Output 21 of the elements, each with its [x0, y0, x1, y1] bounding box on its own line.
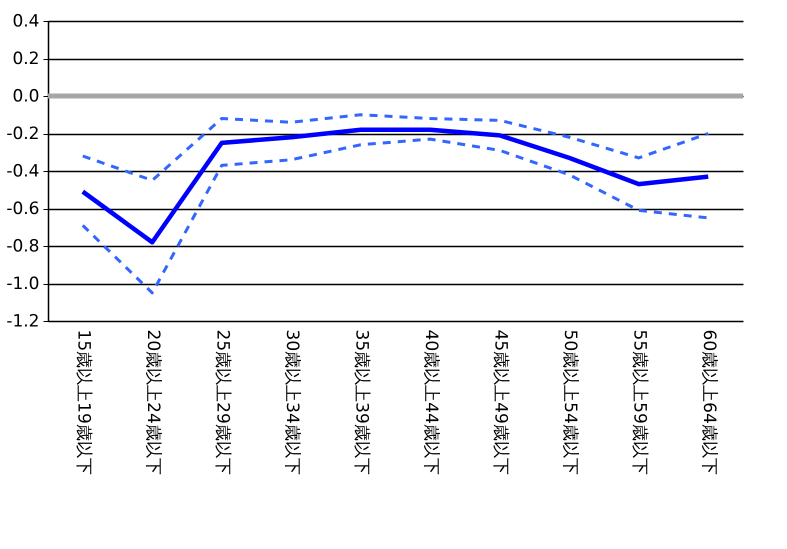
line-series — [80, 128, 710, 244]
x-tick-label: 60歳以上64歳以下 — [698, 330, 719, 475]
x-tick-label: 15歳以上19歳以下 — [73, 330, 94, 475]
y-tick-label: 0.0 — [12, 86, 40, 106]
y-tick-label: -0.2 — [6, 124, 40, 144]
x-tick-label: 20歳以上24歳以下 — [142, 330, 163, 475]
x-tick-label: 30歳以上34歳以下 — [282, 330, 302, 475]
y-tick-label: 0.2 — [12, 49, 40, 69]
x-tick-label: 55歳以上59歳以下 — [629, 330, 650, 475]
y-tick-label: -0.4 — [6, 162, 40, 182]
x-tick-label: 40歳以上44歳以下 — [420, 330, 441, 475]
x-tick-label: 45歳以上49歳以下 — [490, 330, 510, 475]
line-series — [81, 113, 710, 182]
y-tick-label: -0.8 — [6, 236, 40, 256]
y-tick-label: -1.0 — [6, 274, 40, 294]
x-tick-label: 50歳以上54歳以下 — [560, 330, 580, 475]
y-tick-label: -1.2 — [6, 312, 40, 332]
x-tick-label: 25歳以上29歳以下 — [212, 330, 232, 475]
y-tick-label: 0.4 — [12, 12, 40, 32]
x-tick-label: 35歳以上39歳以下 — [351, 330, 372, 475]
y-tick-label: -0.6 — [6, 199, 40, 219]
